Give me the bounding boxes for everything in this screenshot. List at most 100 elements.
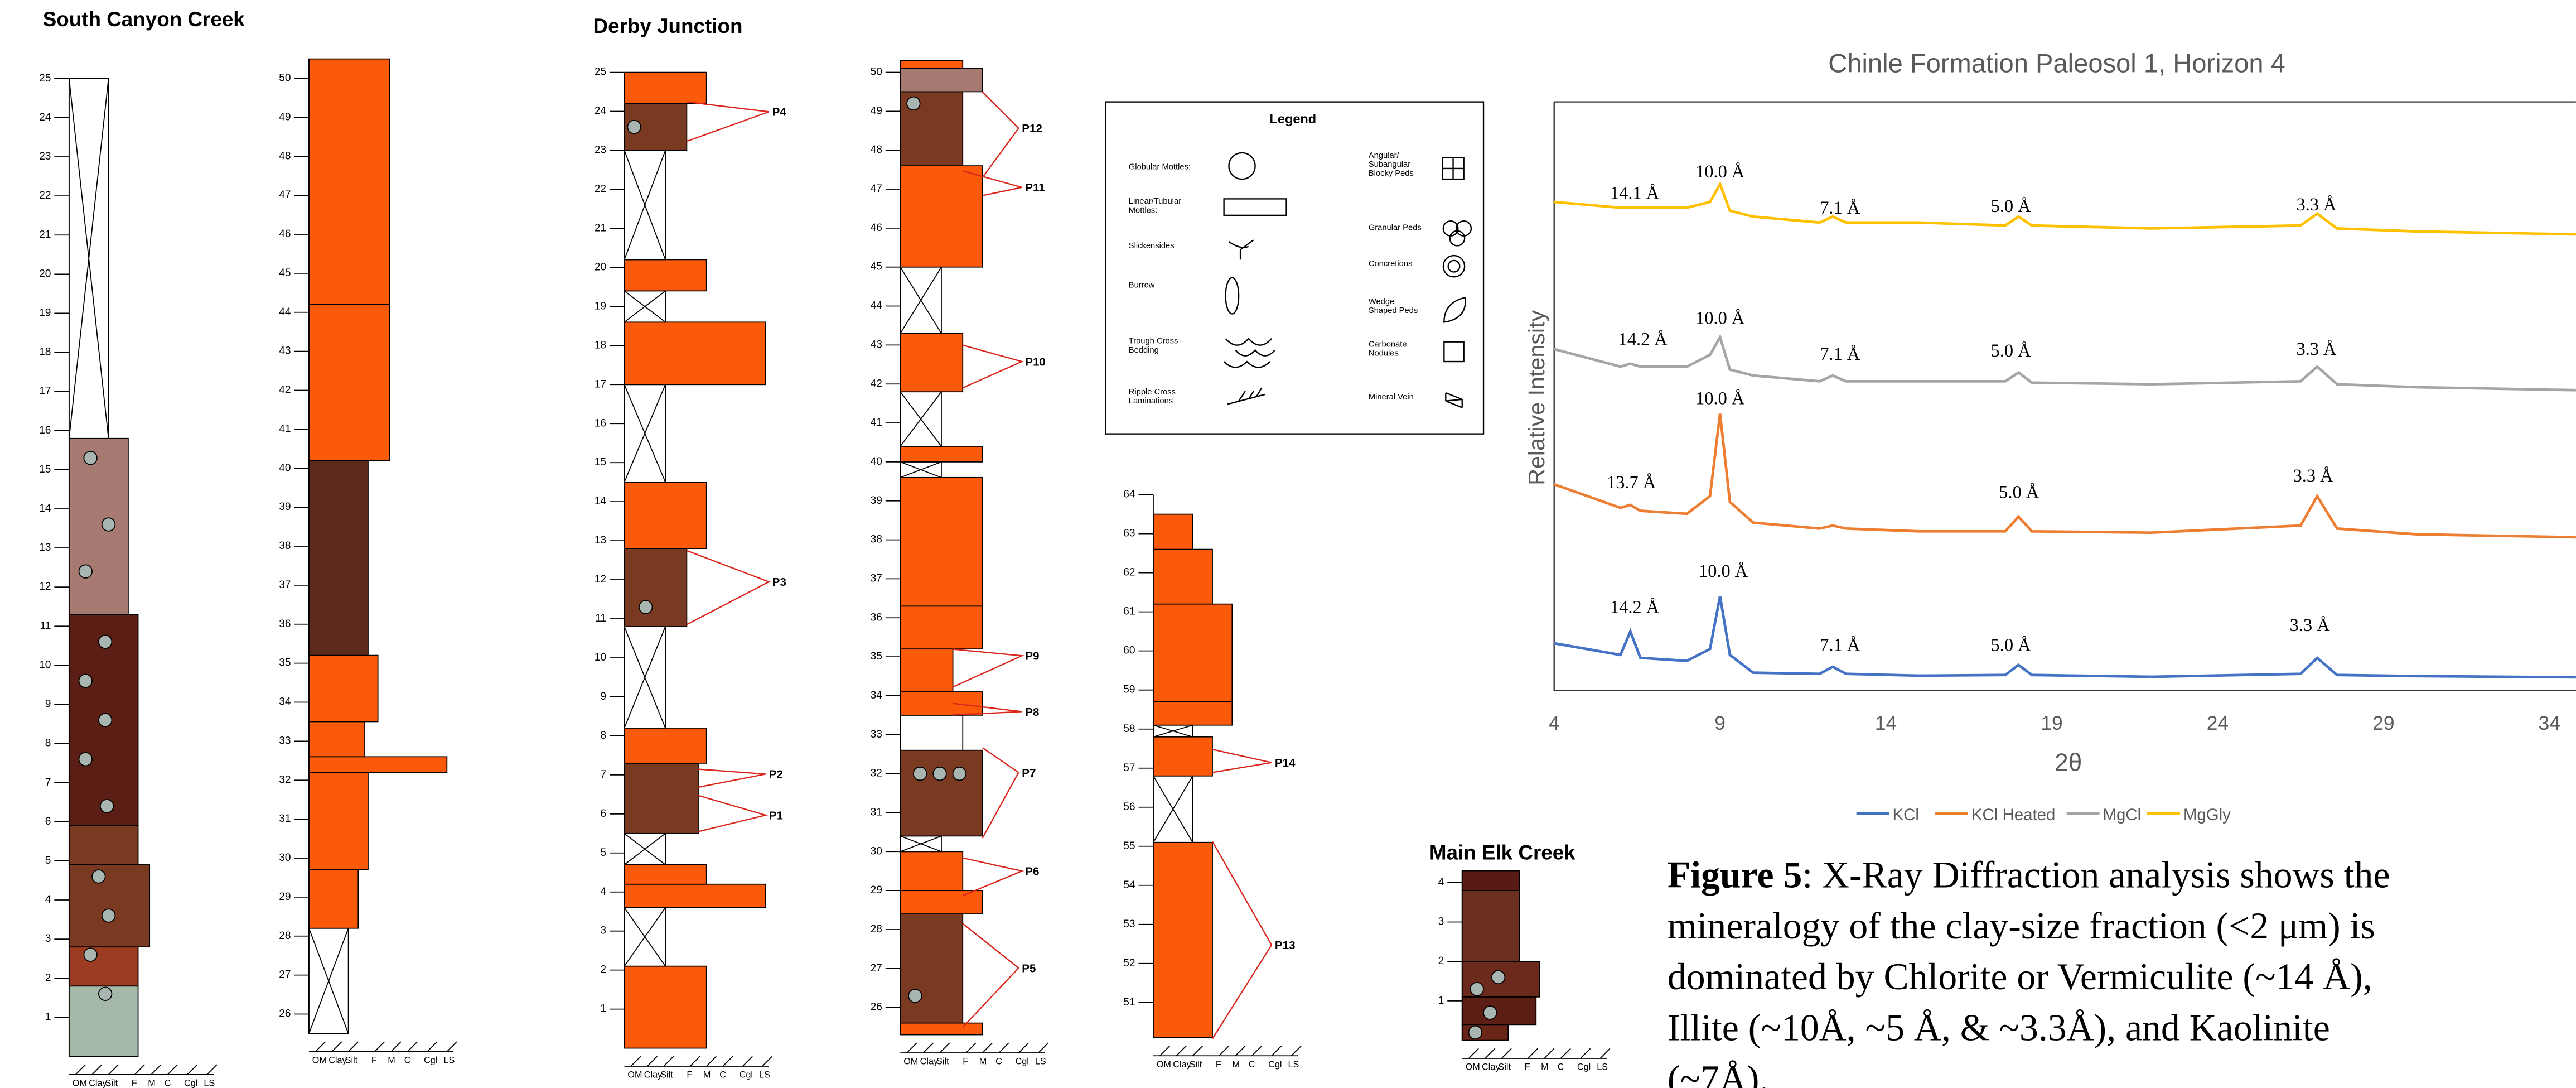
grain-label: F bbox=[1525, 1062, 1530, 1072]
paleosol-label: P11 bbox=[1025, 181, 1045, 194]
mottle bbox=[102, 518, 115, 531]
mottle bbox=[84, 948, 97, 961]
grain-label: Clay bbox=[1173, 1060, 1191, 1070]
peak-label: 10.0 Å bbox=[1695, 162, 1745, 182]
grain-label: Clay bbox=[1482, 1062, 1500, 1072]
depth-tick-label: 10 bbox=[39, 659, 51, 671]
depth-tick-label: 46 bbox=[279, 228, 291, 240]
legend-label: Shaped Peds bbox=[1369, 306, 1418, 315]
depth-tick-label: 50 bbox=[871, 66, 882, 78]
bed bbox=[900, 692, 982, 715]
legend-label: Blocky Peds bbox=[1369, 169, 1414, 178]
depth-tick-label: 7 bbox=[45, 777, 51, 788]
bed bbox=[309, 721, 365, 757]
grain-label: F bbox=[963, 1057, 968, 1067]
legend-label: Laminations bbox=[1129, 397, 1173, 406]
depth-tick-label: 18 bbox=[39, 346, 51, 358]
mottle bbox=[99, 714, 112, 727]
peak-label: 3.3 Å bbox=[2290, 615, 2331, 636]
depth-tick-label: 15 bbox=[39, 464, 51, 475]
depth-tick-label: 15 bbox=[595, 456, 606, 468]
depth-tick-label: 36 bbox=[871, 612, 882, 623]
legend-label: Concretions bbox=[1369, 259, 1413, 268]
grain-label: Silt bbox=[660, 1070, 673, 1080]
depth-tick-label: 59 bbox=[1123, 684, 1135, 696]
depth-tick-label: 12 bbox=[595, 574, 606, 585]
depth-tick-label: 53 bbox=[1123, 918, 1135, 930]
bed bbox=[1153, 550, 1212, 604]
chart-title: Chinle Formation Paleosol 1, Horizon 4 bbox=[1828, 49, 2285, 78]
depth-tick-label: 25 bbox=[595, 66, 606, 78]
page: Legend Chinle Formation Paleosol 1, Hori… bbox=[0, 0, 2576, 1088]
depth-tick-label: 30 bbox=[871, 845, 882, 857]
bed bbox=[900, 61, 963, 69]
grain-label: M bbox=[703, 1070, 711, 1080]
depth-tick-label: 9 bbox=[600, 691, 606, 702]
grain-label: M bbox=[979, 1057, 987, 1067]
depth-tick-label: 39 bbox=[871, 495, 882, 507]
bed bbox=[900, 649, 953, 692]
depth-tick-label: 34 bbox=[871, 690, 883, 701]
depth-tick-label: 17 bbox=[595, 378, 606, 390]
depth-tick-label: 47 bbox=[871, 183, 882, 195]
bed bbox=[624, 322, 765, 384]
depth-tick-label: 19 bbox=[39, 307, 51, 319]
bed bbox=[309, 460, 368, 655]
depth-tick-label: 38 bbox=[871, 534, 882, 546]
depth-tick-label: 8 bbox=[600, 730, 606, 742]
peak-label: 5.0 Å bbox=[1991, 196, 2032, 216]
caption-line: Figure 5: X-Ray Diffraction analysis sho… bbox=[1668, 854, 2390, 896]
mottle bbox=[907, 97, 920, 110]
bed bbox=[1153, 702, 1232, 725]
bed bbox=[900, 478, 982, 606]
depth-tick-label: 16 bbox=[39, 425, 51, 436]
depth-tick-label: 4 bbox=[45, 894, 51, 906]
depth-tick-label: 8 bbox=[45, 738, 51, 749]
depth-tick-label: 5 bbox=[600, 847, 606, 859]
mottle bbox=[933, 767, 946, 781]
mottle bbox=[953, 767, 966, 781]
paleosol-label: P4 bbox=[772, 106, 787, 119]
grain-label: OM bbox=[312, 1055, 327, 1065]
depth-tick-label: 28 bbox=[279, 930, 291, 942]
grain-label: F bbox=[371, 1055, 377, 1065]
peak-label: 13.7 Å bbox=[1607, 473, 1656, 493]
grain-label: Clay bbox=[328, 1055, 347, 1065]
grain-label: Cgl bbox=[1577, 1062, 1591, 1072]
legend-label: Ripple Cross bbox=[1129, 388, 1176, 397]
caption-line: mineralogy of the clay-size fraction (<2… bbox=[1668, 905, 2375, 947]
grain-label: Silt bbox=[105, 1078, 118, 1088]
depth-tick-label: 1 bbox=[45, 1011, 51, 1023]
depth-tick-label: 20 bbox=[39, 268, 51, 280]
grain-label: M bbox=[388, 1055, 395, 1065]
x-tick-label: 14 bbox=[1875, 713, 1897, 734]
mottle bbox=[1470, 983, 1483, 996]
legend-label: Granular Peds bbox=[1369, 223, 1422, 232]
paleosol-label: P8 bbox=[1025, 706, 1039, 719]
legend-label: Slickensides bbox=[1129, 242, 1175, 251]
depth-tick-label: 34 bbox=[279, 696, 291, 708]
grain-label: Clay bbox=[89, 1078, 107, 1088]
depth-tick-label: 5 bbox=[45, 855, 51, 866]
grain-label: M bbox=[1232, 1060, 1239, 1070]
legend-label: Mineral Vein bbox=[1369, 393, 1414, 402]
depth-tick-label: 37 bbox=[279, 579, 291, 591]
paleosol-label: P3 bbox=[772, 576, 786, 589]
depth-tick-label: 42 bbox=[871, 378, 882, 389]
depth-tick-label: 32 bbox=[279, 774, 291, 786]
legend-label: Subangular bbox=[1369, 160, 1410, 169]
depth-tick-label: 57 bbox=[1123, 762, 1135, 774]
mottle bbox=[102, 909, 115, 922]
depth-tick-label: 26 bbox=[871, 1002, 882, 1013]
grain-label: M bbox=[148, 1078, 155, 1088]
depth-tick-label: 35 bbox=[279, 657, 291, 669]
depth-tick-label: 16 bbox=[595, 417, 606, 429]
bed bbox=[624, 548, 687, 627]
bed bbox=[1153, 514, 1193, 550]
mottle bbox=[1469, 1026, 1482, 1039]
peak-label: 5.0 Å bbox=[1991, 341, 2032, 361]
legend-label: Wedge bbox=[1369, 297, 1394, 306]
bed bbox=[1153, 737, 1212, 776]
depth-tick-label: 28 bbox=[871, 923, 882, 935]
x-tick-label: 19 bbox=[2041, 713, 2062, 734]
